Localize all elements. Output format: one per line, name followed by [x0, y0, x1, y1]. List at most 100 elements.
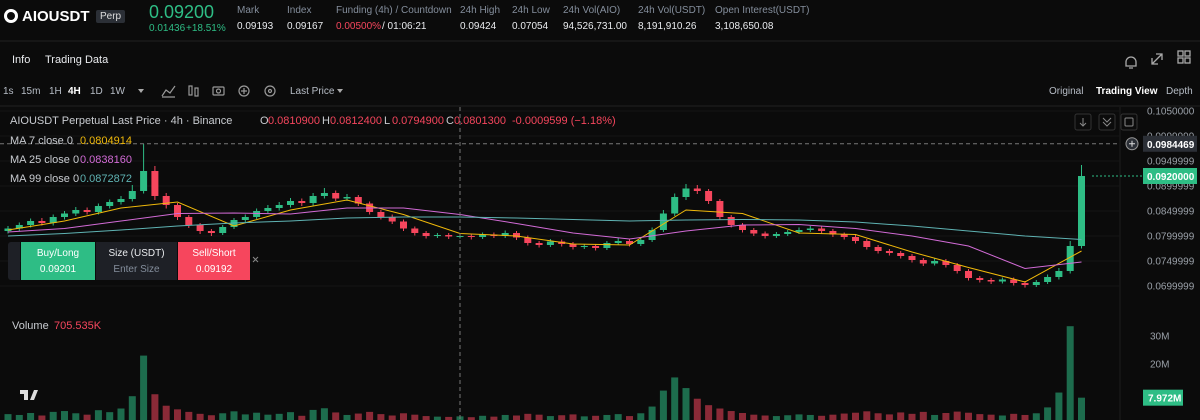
volume-bar [366, 411, 374, 420]
candle-body [94, 206, 102, 212]
interval-dropdown [138, 89, 144, 93]
volume-bar [784, 415, 792, 420]
camera-icon[interactable] [212, 86, 225, 96]
volume-bar [15, 414, 23, 420]
volume-bar [106, 412, 114, 420]
candle-body [592, 246, 600, 248]
candle-type-icon[interactable] [188, 85, 193, 96]
candle-body [343, 197, 351, 199]
volume-bar [546, 416, 554, 420]
volume-bar [207, 415, 215, 420]
chart-buttons [1074, 113, 1138, 131]
tab[interactable]: Info [12, 54, 31, 66]
indicator-icon[interactable] [161, 85, 176, 98]
candle-body [388, 217, 396, 222]
tab[interactable]: Trading Data [45, 54, 109, 66]
stat-value: 0.00500% [336, 21, 382, 32]
ma-legend-value: 0.0804914 [80, 135, 132, 147]
stat-value: 0.09167 [287, 21, 324, 32]
volume-tick-label: 30M [1150, 332, 1169, 343]
symbol: AIOUSDT [22, 8, 90, 25]
volume-bar [422, 416, 430, 420]
volume-bar [400, 413, 407, 420]
sell-button-label: Sell/Short [192, 248, 236, 259]
candle-body [1021, 283, 1029, 285]
candle-body [659, 213, 667, 230]
candle-body [185, 217, 193, 225]
stat-value: 0.09424 [460, 21, 497, 32]
crosshair-label: 0.0984469 [1147, 140, 1195, 151]
volume-bar [1010, 413, 1018, 420]
volume-bar [411, 414, 419, 420]
add-icon[interactable] [238, 85, 250, 97]
candle-body [614, 241, 622, 243]
candle-body [818, 228, 826, 231]
volume-bar [320, 408, 328, 420]
layout-icon[interactable] [1177, 50, 1184, 57]
candle-body [241, 217, 249, 220]
candle-body [806, 228, 814, 230]
expand-icon[interactable] [1151, 53, 1163, 65]
volume-bar [27, 413, 35, 420]
candle-body [253, 211, 261, 217]
view-tab[interactable]: Depth [1166, 86, 1193, 97]
volume-bar [332, 412, 340, 420]
stat-value: 3,108,650.08 [715, 21, 774, 32]
volume-bar [693, 398, 701, 420]
volume-bar [885, 414, 893, 420]
bell-icon[interactable] [1125, 56, 1137, 69]
settings-icon[interactable] [264, 85, 276, 97]
candle-body [377, 212, 385, 217]
interval[interactable]: 1s [3, 86, 14, 97]
buy-button[interactable]: Buy/Long 0.09201 [21, 242, 95, 280]
interval[interactable]: 15m [21, 86, 41, 97]
volume-value: 705.535K [54, 320, 102, 332]
candle-body [637, 240, 645, 244]
sell-button[interactable]: Sell/Short 0.09192 [178, 242, 250, 280]
interval[interactable]: 1D [90, 86, 103, 97]
volume-bar [343, 414, 351, 420]
interval[interactable]: 1H [49, 86, 62, 97]
y-tick-label: 0.0949999 [1147, 157, 1195, 168]
volume-bar [953, 411, 961, 420]
size-input[interactable]: Size (USDT) Enter Size [96, 242, 177, 280]
interval[interactable]: 4H [68, 86, 81, 97]
collapse-button[interactable] [1098, 113, 1116, 131]
candle-body [479, 234, 487, 237]
candle-body [1078, 176, 1085, 246]
volume-bar [298, 415, 306, 420]
candle-body [603, 243, 611, 248]
price-source[interactable]: Last Price [290, 86, 335, 97]
candle-body [83, 210, 91, 212]
candle-body [196, 225, 204, 231]
menu-button[interactable] [1120, 113, 1138, 131]
volume-bar [230, 411, 238, 420]
candle-body [965, 271, 972, 278]
volume-bar [513, 415, 520, 420]
candle-body [998, 279, 1006, 282]
volume-bar [1055, 392, 1063, 420]
volume-bar [705, 405, 713, 420]
candle-body [953, 265, 961, 271]
interval[interactable]: 1W [110, 86, 125, 97]
candle-body [1032, 282, 1040, 285]
ma-line [7, 199, 1082, 283]
candle-body [852, 237, 859, 241]
volume-bar [908, 413, 916, 420]
candle-body [784, 232, 792, 234]
candle-body [15, 225, 23, 229]
volume-bar [998, 415, 1006, 420]
volume-bar [117, 408, 125, 420]
candle-body [467, 236, 475, 237]
candle-body [580, 246, 588, 247]
volume-bar [1044, 407, 1052, 420]
ohlc-label: C [446, 115, 454, 127]
candle-body [829, 231, 837, 235]
scroll-button[interactable] [1074, 113, 1092, 131]
change: 0.01436 [149, 23, 186, 34]
view-tab[interactable]: Original [1049, 86, 1084, 97]
view-tab[interactable]: Trading View [1096, 86, 1158, 97]
volume-bar [501, 414, 509, 420]
volume-bar [659, 390, 667, 420]
volume-bar [524, 413, 532, 420]
